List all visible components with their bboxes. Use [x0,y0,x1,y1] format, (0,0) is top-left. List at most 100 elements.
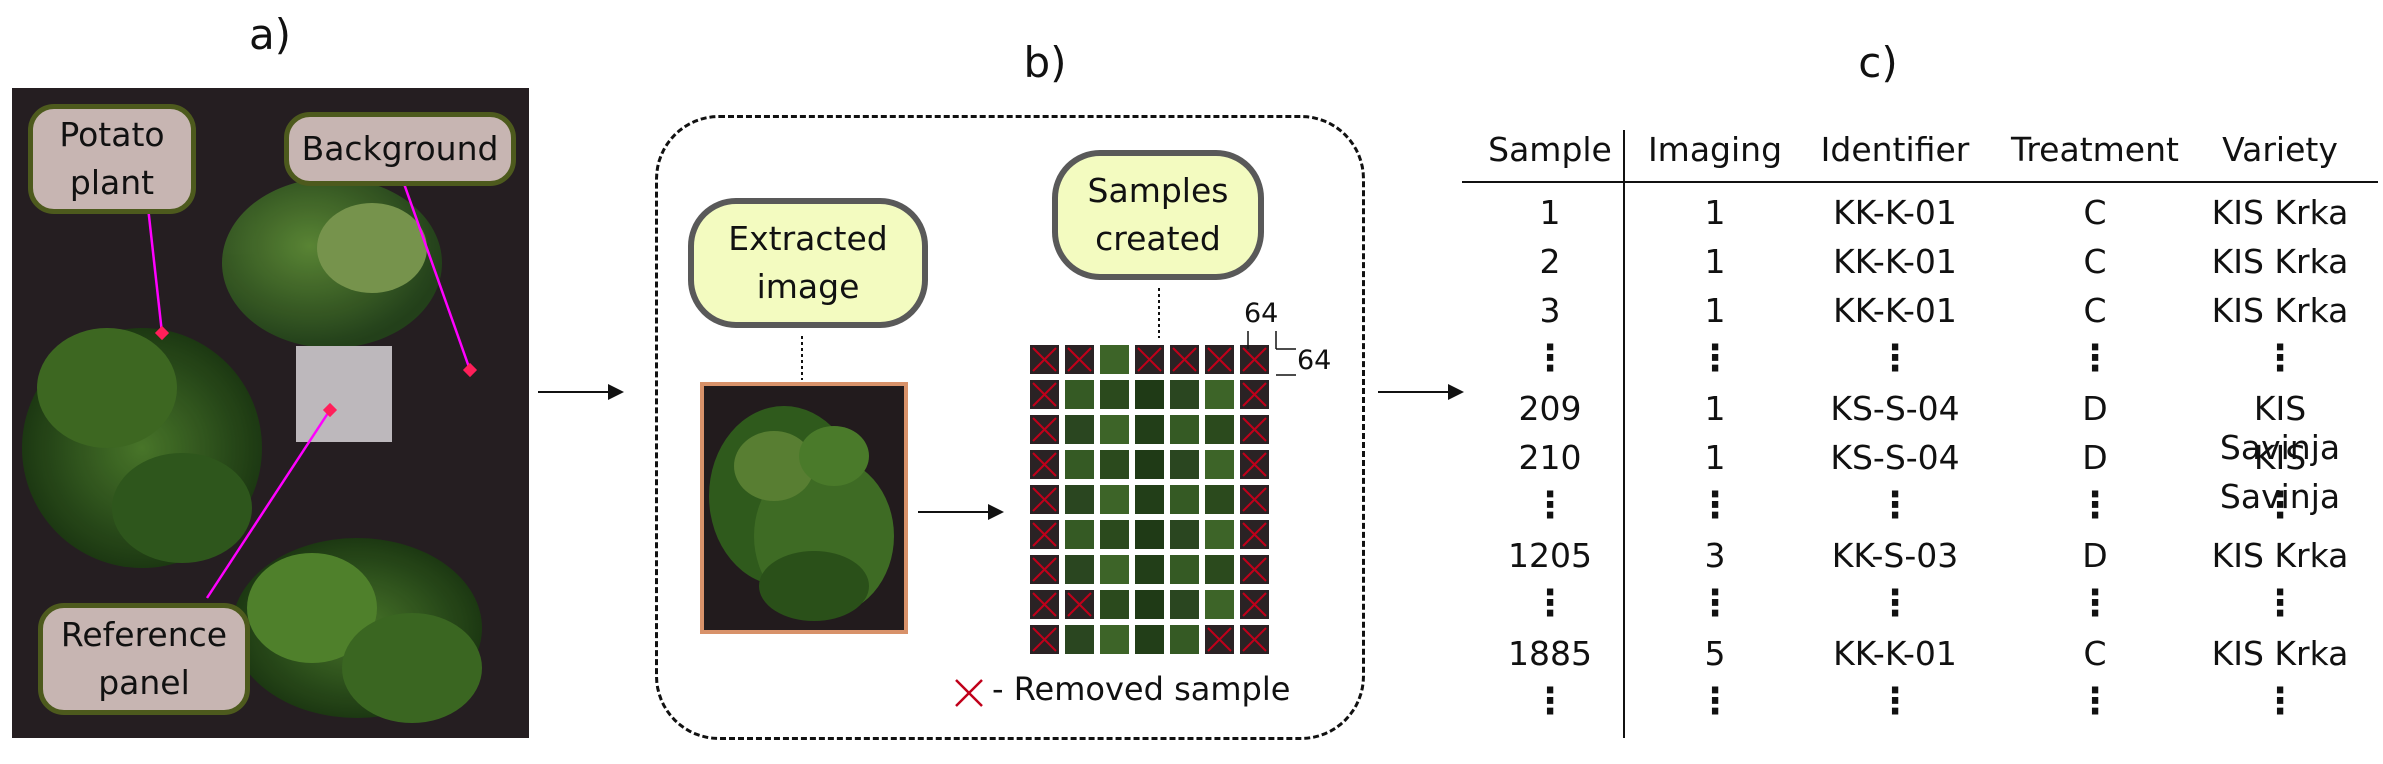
header-treatment: Treatment [2011,130,2179,169]
cell-sample: ⋮ [1532,681,1568,722]
removed-x-mark [1032,522,1057,547]
removed-x-mark [1032,452,1057,477]
samples-dotted-connector [1158,288,1160,338]
arrow-image-to-samples [918,504,1004,520]
cell-sample: ⋮ [1532,338,1568,379]
cell-identifier: KS-S-04 [1830,438,1960,477]
extracted-image-line2: image [756,267,860,306]
sample-tile [1135,380,1164,409]
sample-tile [1065,520,1094,549]
cell-sample: 2 [1539,242,1561,281]
cell-imaging: ⋮ [1697,485,1733,526]
sample-tile [1100,625,1129,654]
sample-tile [1100,450,1129,479]
cell-variety: KIS Krka [2211,291,2349,330]
removed-x-icon [955,679,983,707]
sample-tile [1205,485,1234,514]
panel-a-letter: a) [248,10,292,59]
removed-x-mark [1032,487,1057,512]
removed-x-mark [1242,557,1267,582]
cell-variety: KIS Krka [2211,634,2349,673]
arrow-a-to-b [538,384,624,400]
cell-treatment: C [2083,242,2107,281]
removed-x-mark [1242,347,1267,372]
cell-identifier: KS-S-04 [1830,389,1960,428]
sample-tile [1100,520,1129,549]
extracted-image-line1: Extracted [728,219,888,258]
sample-tile [1170,625,1199,654]
sample-tile [1065,485,1094,514]
processing-frame [655,115,1365,740]
removed-x-mark [1172,347,1197,372]
cell-variety: KIS Krka [2211,242,2349,281]
cell-treatment: ⋮ [2077,681,2113,722]
cell-treatment: D [2082,536,2108,575]
removed-x-mark [1242,487,1267,512]
cell-variety: KIS Savinja [2219,389,2341,467]
extracted-image-bubble: Extracted image [688,198,928,328]
cell-treatment: C [2083,193,2107,232]
cell-identifier: KK-K-01 [1833,242,1957,281]
removed-x-mark [1242,382,1267,407]
cell-variety: ⋮ [2262,485,2298,526]
sample-tile [1065,450,1094,479]
removed-x-mark [1067,592,1092,617]
sample-tile [1205,380,1234,409]
sample-tile [1100,590,1129,619]
cell-variety: ⋮ [2262,583,2298,624]
sample-tile [1100,345,1129,374]
sample-tile [1205,555,1234,584]
reference-panel-label-line1: Reference [60,615,228,654]
cell-sample: ⋮ [1532,583,1568,624]
sample-tile [1135,485,1164,514]
sample-tile [1135,555,1164,584]
cell-treatment: ⋮ [2077,485,2113,526]
cell-identifier: KK-K-01 [1833,193,1957,232]
cell-identifier: ⋮ [1877,485,1913,526]
removed-x-mark [1242,522,1267,547]
cell-imaging: 1 [1704,438,1726,477]
cell-sample: 1885 [1508,634,1592,673]
cell-sample: 1205 [1508,536,1592,575]
cell-treatment: ⋮ [2077,338,2113,379]
removed-x-mark [1067,347,1092,372]
reference-panel-label-line2: panel [98,663,190,702]
sample-tile [1100,415,1129,444]
cell-imaging: 1 [1704,291,1726,330]
sample-tile [1205,415,1234,444]
panel-b-letter: b) [1023,38,1067,87]
reference-panel-label: Reference panel [38,603,250,715]
cell-treatment: D [2082,438,2108,477]
sample-tile [1065,555,1094,584]
sample-tile [1205,450,1234,479]
cell-imaging: 5 [1704,634,1726,673]
panel-c-letter: c) [1858,38,1898,87]
potato-plant-label-line1: Potato [59,115,165,154]
cell-identifier: KK-S-03 [1831,536,1959,575]
cell-identifier: ⋮ [1877,583,1913,624]
cell-treatment: C [2083,634,2107,673]
cell-variety: KIS Krka [2211,193,2349,232]
cell-sample: ⋮ [1532,485,1568,526]
sample-tile [1170,415,1199,444]
cell-imaging: ⋮ [1697,338,1733,379]
cell-treatment: D [2082,389,2108,428]
removed-x-mark [1032,347,1057,372]
sample-tile [1170,590,1199,619]
cell-identifier: KK-K-01 [1833,291,1957,330]
sample-tile [1100,485,1129,514]
samples-created-line1: Samples [1087,171,1229,210]
removed-x-mark [1137,347,1162,372]
removed-x-mark [1032,382,1057,407]
sample-tile [1135,590,1164,619]
sample-tile [1170,450,1199,479]
header-imaging: Imaging [1647,130,1783,169]
sample-tile [1170,520,1199,549]
cell-sample: 209 [1518,389,1582,428]
sample-tile [1135,450,1164,479]
cell-variety: ⋮ [2262,338,2298,379]
removed-x-mark [1242,417,1267,442]
cell-treatment: ⋮ [2077,583,2113,624]
cell-variety: KIS Krka [2211,536,2349,575]
cell-imaging: 3 [1704,536,1726,575]
